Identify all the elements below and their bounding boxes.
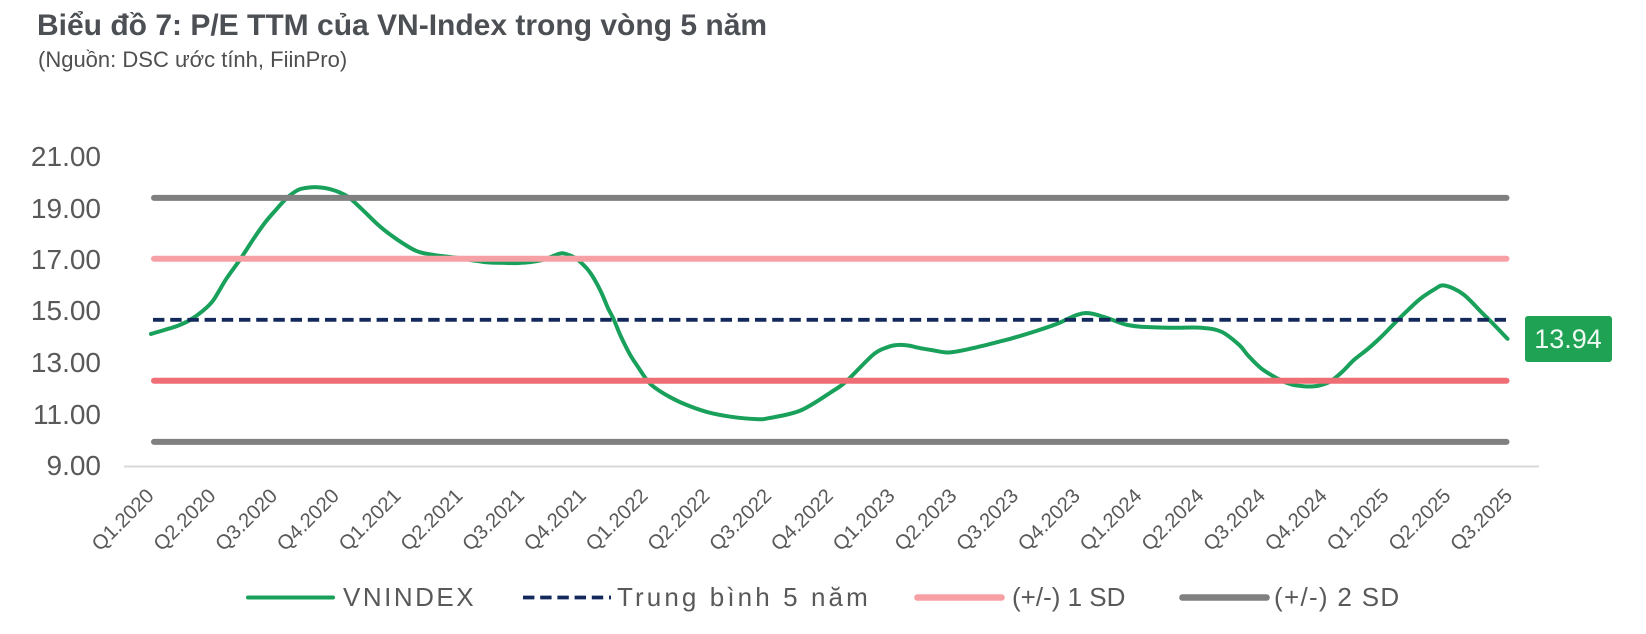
svg-text:13.94: 13.94 [1534, 324, 1602, 354]
svg-text:Q3.2023: Q3.2023 [952, 485, 1023, 556]
svg-text:Q2.2020: Q2.2020 [150, 485, 221, 556]
svg-text:Q1.2022: Q1.2022 [582, 485, 653, 556]
svg-text:Q2.2024: Q2.2024 [1138, 485, 1209, 556]
svg-text:Q3.2025: Q3.2025 [1446, 485, 1517, 556]
svg-text:9.00: 9.00 [47, 450, 102, 481]
svg-text:VNINDEX: VNINDEX [343, 582, 476, 612]
svg-text:Q2.2022: Q2.2022 [644, 485, 715, 556]
svg-text:17.00: 17.00 [31, 244, 101, 275]
svg-text:Q3.2021: Q3.2021 [458, 485, 529, 556]
svg-text:Q4.2023: Q4.2023 [1014, 485, 1085, 556]
svg-text:11.00: 11.00 [33, 399, 101, 430]
svg-text:Q2.2025: Q2.2025 [1385, 485, 1456, 556]
svg-text:Q4.2022: Q4.2022 [767, 485, 838, 556]
svg-text:13.00: 13.00 [31, 347, 101, 378]
svg-text:(+/-) 1 SD: (+/-) 1 SD [1012, 582, 1125, 612]
svg-text:21.00: 21.00 [31, 141, 101, 172]
svg-text:19.00: 19.00 [31, 193, 101, 224]
svg-text:Trung bình 5 năm: Trung bình 5 năm [617, 582, 871, 612]
svg-text:(+/-) 2 SD: (+/-) 2 SD [1274, 582, 1400, 612]
svg-text:Q2.2021: Q2.2021 [397, 485, 468, 556]
svg-text:Q2.2023: Q2.2023 [891, 485, 962, 556]
svg-text:15.00: 15.00 [31, 295, 101, 326]
svg-text:Q1.2023: Q1.2023 [829, 485, 900, 556]
svg-text:Q4.2021: Q4.2021 [520, 485, 591, 556]
svg-text:Q4.2024: Q4.2024 [1261, 485, 1332, 556]
svg-text:Q4.2020: Q4.2020 [273, 485, 344, 556]
svg-text:Q3.2022: Q3.2022 [705, 485, 776, 556]
svg-text:Q1.2021: Q1.2021 [335, 485, 406, 556]
svg-text:Q1.2025: Q1.2025 [1323, 485, 1394, 556]
svg-text:Q1.2024: Q1.2024 [1076, 485, 1147, 556]
svg-text:Q3.2020: Q3.2020 [211, 485, 282, 556]
svg-text:Q1.2020: Q1.2020 [88, 485, 159, 556]
svg-text:Q3.2024: Q3.2024 [1199, 485, 1270, 556]
